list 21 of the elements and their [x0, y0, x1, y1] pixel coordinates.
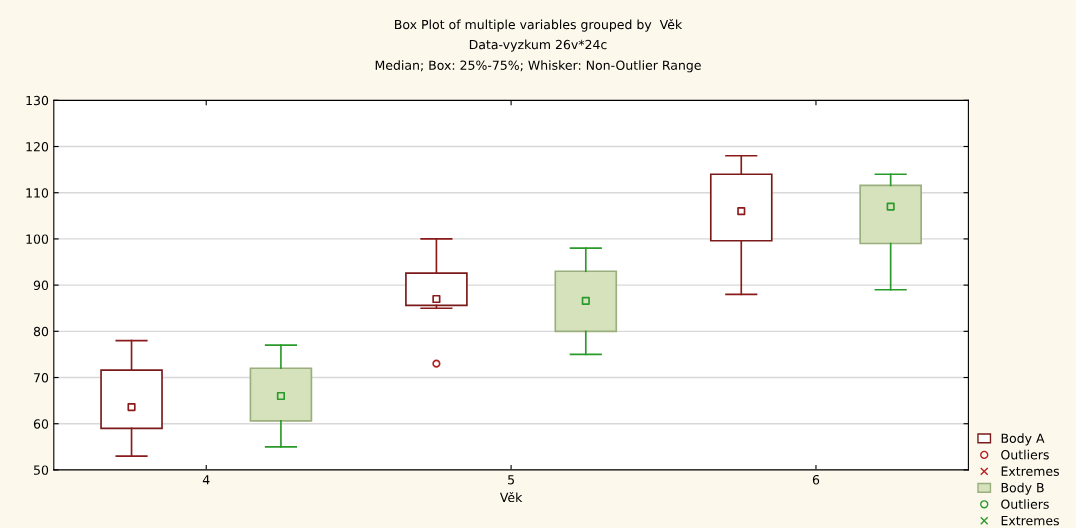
y-tick-label: 100	[26, 234, 49, 244]
legend-label: Body A	[1001, 433, 1045, 446]
chart-title: Box Plot of multiple variables grouped by Věk	[395, 19, 683, 32]
y-tick-label: 110	[26, 188, 49, 198]
y-tick-label: 120	[26, 141, 49, 152]
y-tick-label: 70	[34, 372, 49, 383]
legend-label: Body B	[1001, 482, 1044, 495]
y-tick-label: 80	[33, 326, 49, 337]
legend-label: Extremes	[1001, 516, 1059, 526]
legend-label: Outliers	[1001, 449, 1049, 460]
y-tick-label: 130	[26, 95, 49, 106]
y-tick-label: 90	[33, 280, 49, 291]
y-tick-label: 50	[34, 465, 49, 475]
legend-label: Outliers	[1001, 499, 1049, 509]
y-tick-label: 60	[33, 419, 49, 429]
legend-label: Extremes	[1001, 466, 1059, 476]
x-axis-title: Věk	[499, 491, 523, 503]
x-tick-label: 5	[508, 475, 514, 485]
x-tick-label: 6	[812, 475, 820, 485]
x-tick-label: 4	[202, 475, 210, 485]
chart-subtitle: Data-vyzkum 26v*24c Median; Box: 25%-75%; Whisker: Non-Outlier Range	[375, 39, 701, 73]
